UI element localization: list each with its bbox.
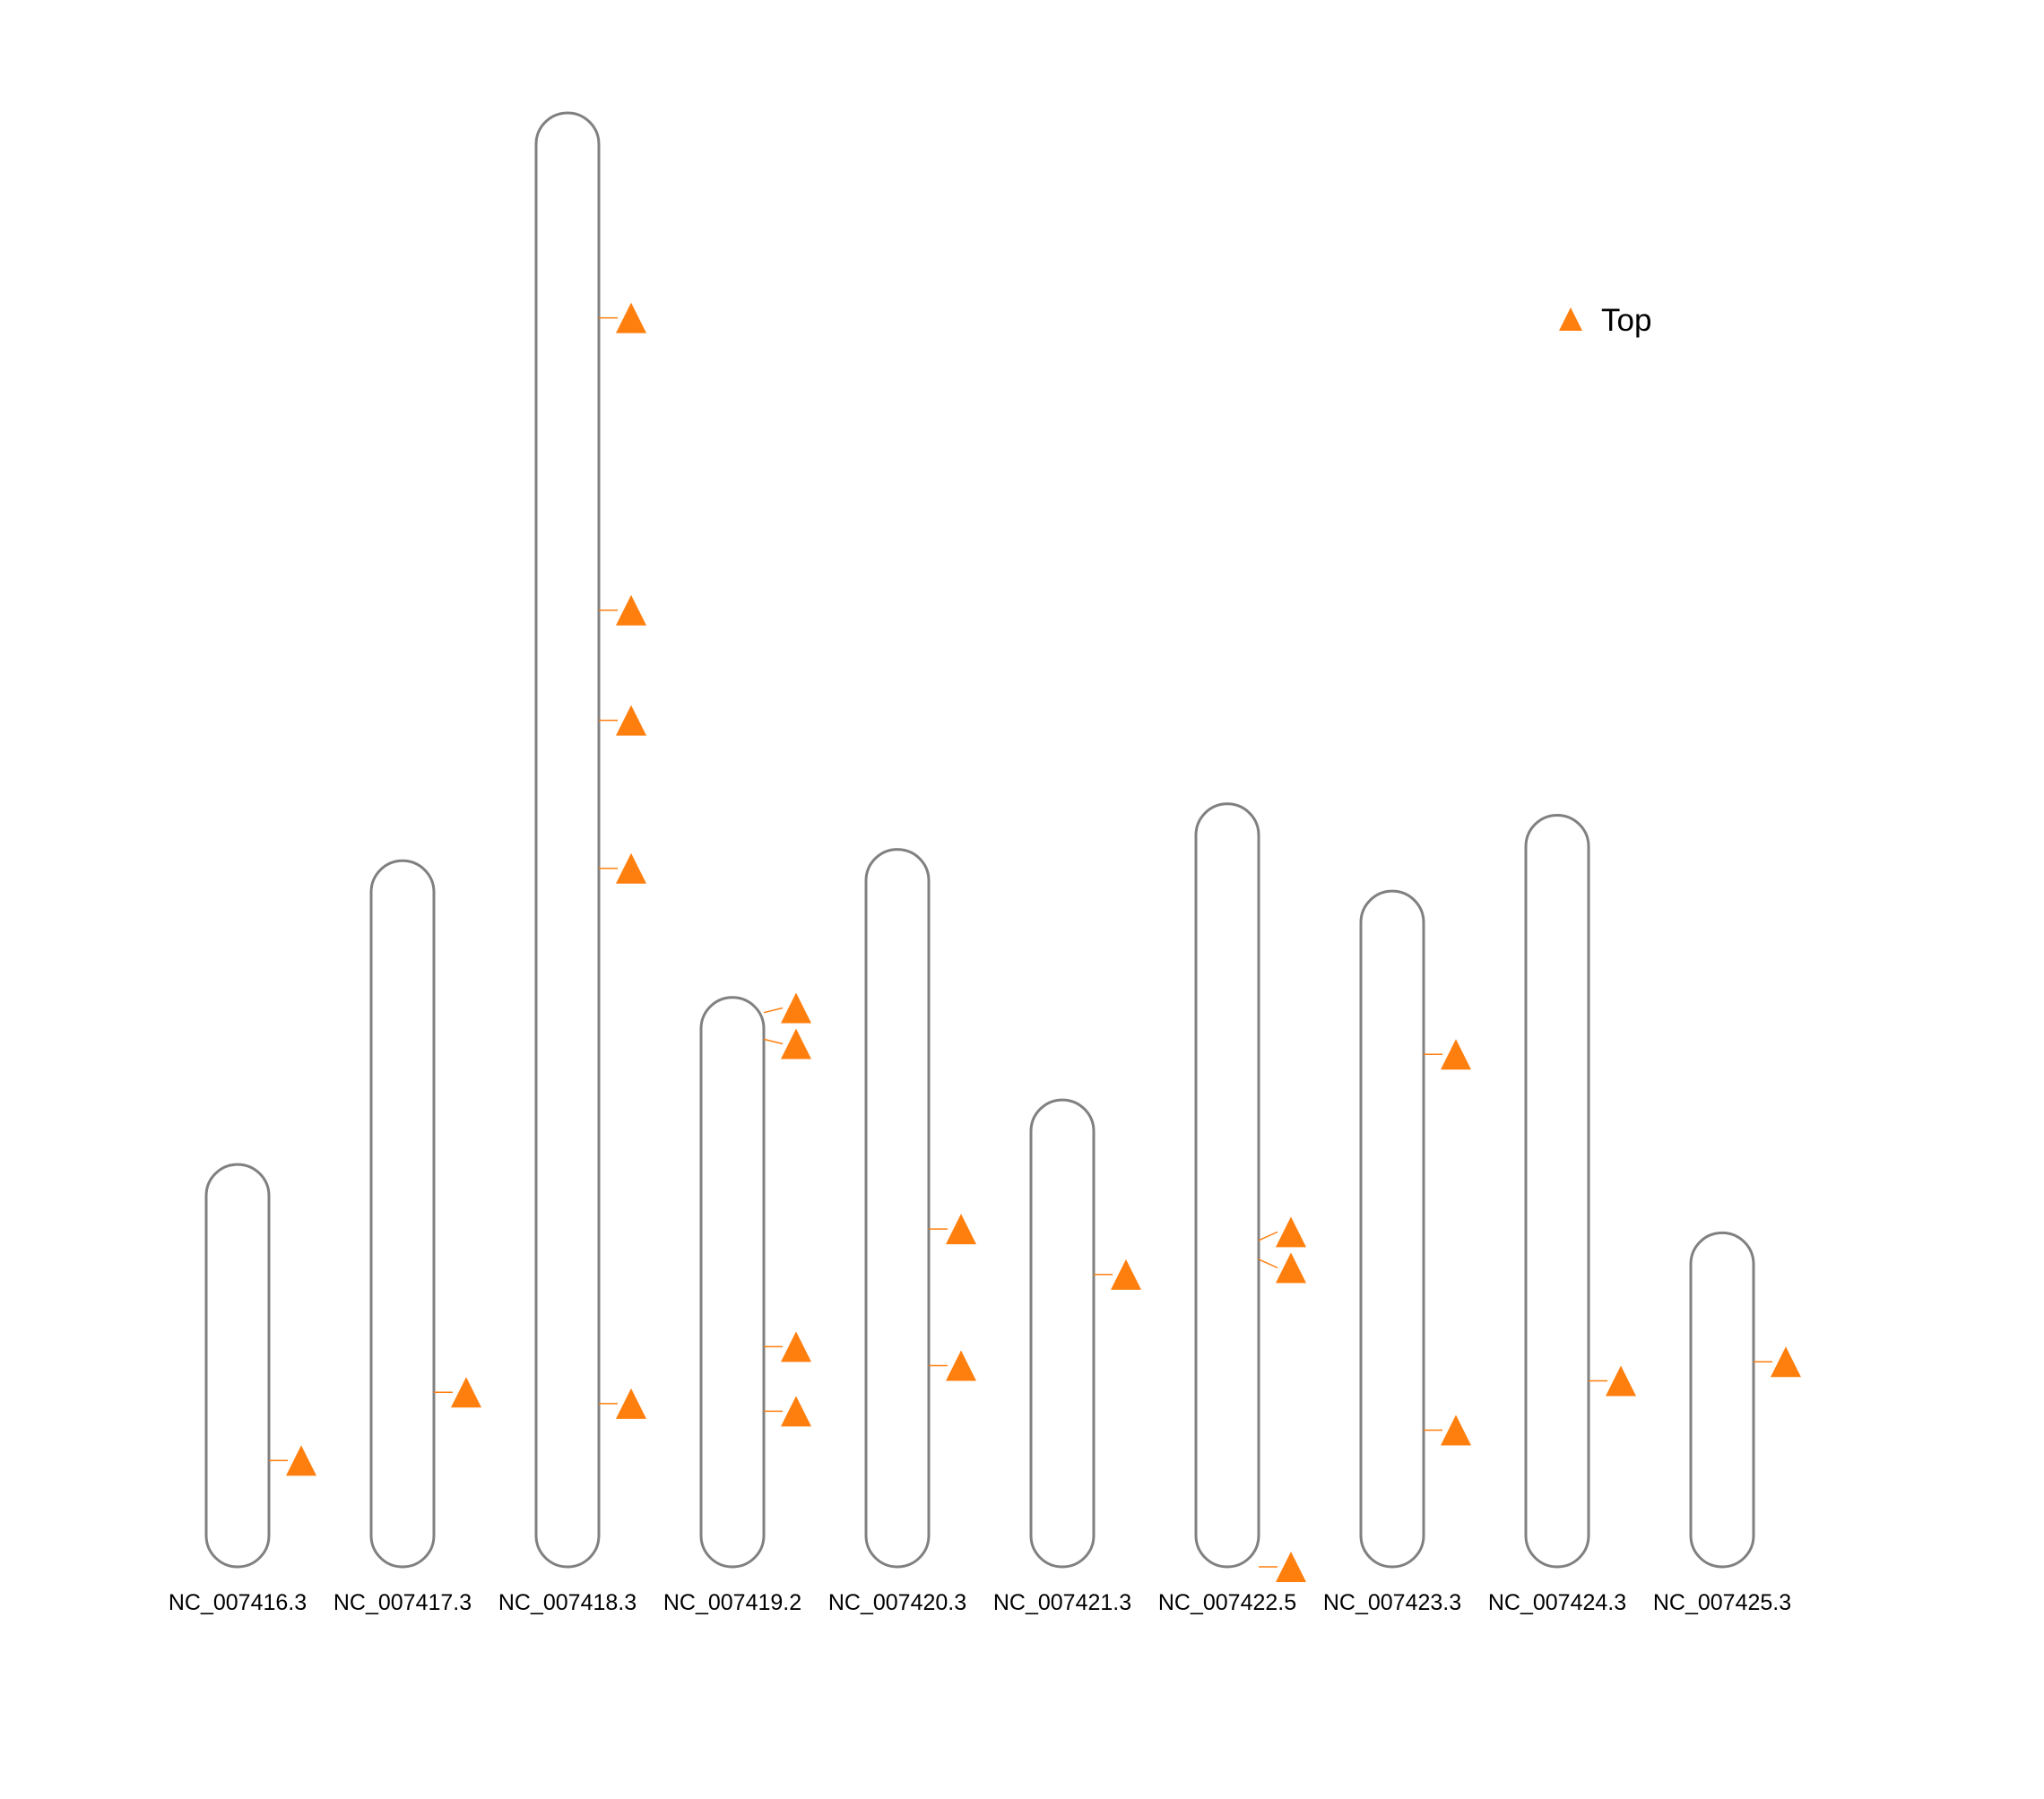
marker-connector (1258, 1258, 1278, 1269)
legend-entry-label: Top (1601, 303, 1651, 338)
marker-triangle (946, 1214, 976, 1245)
chromosome-label: NC_007417.3 (333, 1590, 472, 1615)
marker-triangle (451, 1377, 481, 1408)
chromosome-label: NC_007419.2 (663, 1590, 801, 1615)
chromosome-NC_007423.3 (1359, 889, 1425, 1569)
marker-triangle (1276, 1552, 1306, 1582)
marker-triangle (1771, 1346, 1801, 1378)
marker-triangle (781, 1331, 811, 1362)
legend-marker-triangle (1559, 307, 1582, 331)
legend: Top (1559, 303, 1651, 338)
chromosome-NC_007420.3 (864, 848, 931, 1569)
chromosome-label: NC_007420.3 (828, 1590, 966, 1615)
chromosome-NC_007417.3 (369, 859, 436, 1569)
marker-triangle (1276, 1216, 1306, 1248)
chromosome-label: NC_007418.3 (498, 1590, 637, 1615)
marker-triangle (1606, 1365, 1636, 1397)
chromosome-label: NC_007425.3 (1653, 1590, 1791, 1615)
marker-triangle (1441, 1039, 1471, 1070)
marker-triangle (781, 1396, 811, 1427)
marker-triangle (1276, 1252, 1306, 1284)
chromosome-NC_007424.3 (1524, 813, 1590, 1569)
marker-connector (763, 1038, 784, 1045)
chromosome-NC_007425.3 (1689, 1231, 1755, 1569)
chromosome-NC_007419.2 (699, 996, 766, 1569)
chromosome-label: NC_007423.3 (1323, 1590, 1461, 1615)
chromosome-group: NC_007416.3 NC_007417.3 NC_007418.3 NC_0074… (169, 111, 1801, 1615)
marker-connector (1258, 1231, 1278, 1241)
marker-triangle (781, 992, 811, 1024)
chromosome-label: NC_007416.3 (169, 1590, 307, 1615)
marker-triangle (781, 1028, 811, 1060)
marker-triangle (616, 705, 646, 736)
chromosome-NC_007418.3 (534, 111, 601, 1569)
marker-triangle (616, 1388, 646, 1419)
chromosome-label: NC_007422.5 (1158, 1590, 1296, 1615)
marker-triangle (616, 594, 646, 626)
chromosome-label: NC_007421.3 (993, 1590, 1131, 1615)
chromosome-NC_007422.5 (1194, 802, 1260, 1569)
marker-triangle (286, 1445, 316, 1476)
chromosome-NC_007416.3 (204, 1163, 271, 1569)
chromosome-label: NC_007424.3 (1488, 1590, 1626, 1615)
marker-triangle (616, 852, 646, 884)
marker-triangle (1111, 1258, 1141, 1290)
marker-triangle (946, 1350, 976, 1381)
marker-triangle (1441, 1414, 1471, 1446)
marker-connector (763, 1007, 784, 1014)
marker-triangle (616, 302, 646, 333)
chromosome-NC_007421.3 (1029, 1098, 1096, 1569)
